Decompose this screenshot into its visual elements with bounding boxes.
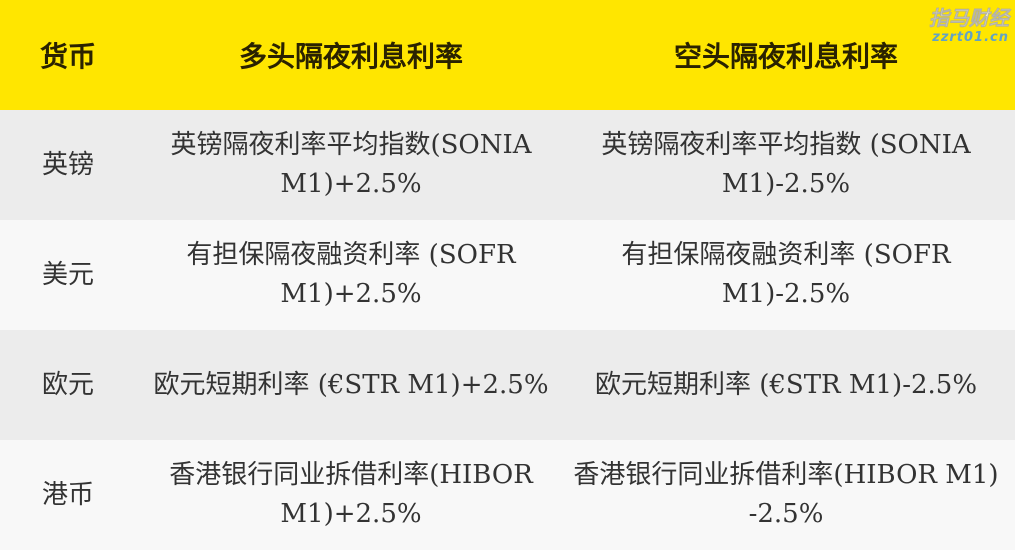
header-long-rate: 多头隔夜利息利率 [145,0,557,110]
cell-short-rate: 香港银行同业拆借利率(HIBOR M1) -2.5% [557,440,1015,550]
header-currency: 货币 [0,0,145,110]
cell-short-rate: 有担保隔夜融资利率 (SOFR M1)-2.5% [557,220,1015,330]
cell-short-rate: 英镑隔夜利率平均指数 (SONIA M1)-2.5% [557,110,1015,220]
cell-long-rate: 英镑隔夜利率平均指数(SONIA M1)+2.5% [145,110,557,220]
cell-long-rate: 有担保隔夜融资利率 (SOFR M1)+2.5% [145,220,557,330]
header-row: 货币 多头隔夜利息利率 空头隔夜利息利率 [0,0,1015,110]
table-row: 欧元 欧元短期利率 (€STR M1)+2.5% 欧元短期利率 (€STR M1… [0,330,1015,440]
header-short-rate: 空头隔夜利息利率 [557,0,1015,110]
cell-currency: 美元 [0,220,145,330]
cell-long-rate: 欧元短期利率 (€STR M1)+2.5% [145,330,557,440]
cell-long-rate: 香港银行同业拆借利率(HIBOR M1)+2.5% [145,440,557,550]
cell-currency: 英镑 [0,110,145,220]
table-row: 美元 有担保隔夜融资利率 (SOFR M1)+2.5% 有担保隔夜融资利率 (S… [0,220,1015,330]
cell-short-rate: 欧元短期利率 (€STR M1)-2.5% [557,330,1015,440]
cell-currency: 欧元 [0,330,145,440]
table-row: 港币 香港银行同业拆借利率(HIBOR M1)+2.5% 香港银行同业拆借利率(… [0,440,1015,550]
cell-currency: 港币 [0,440,145,550]
table-row: 英镑 英镑隔夜利率平均指数(SONIA M1)+2.5% 英镑隔夜利率平均指数 … [0,110,1015,220]
